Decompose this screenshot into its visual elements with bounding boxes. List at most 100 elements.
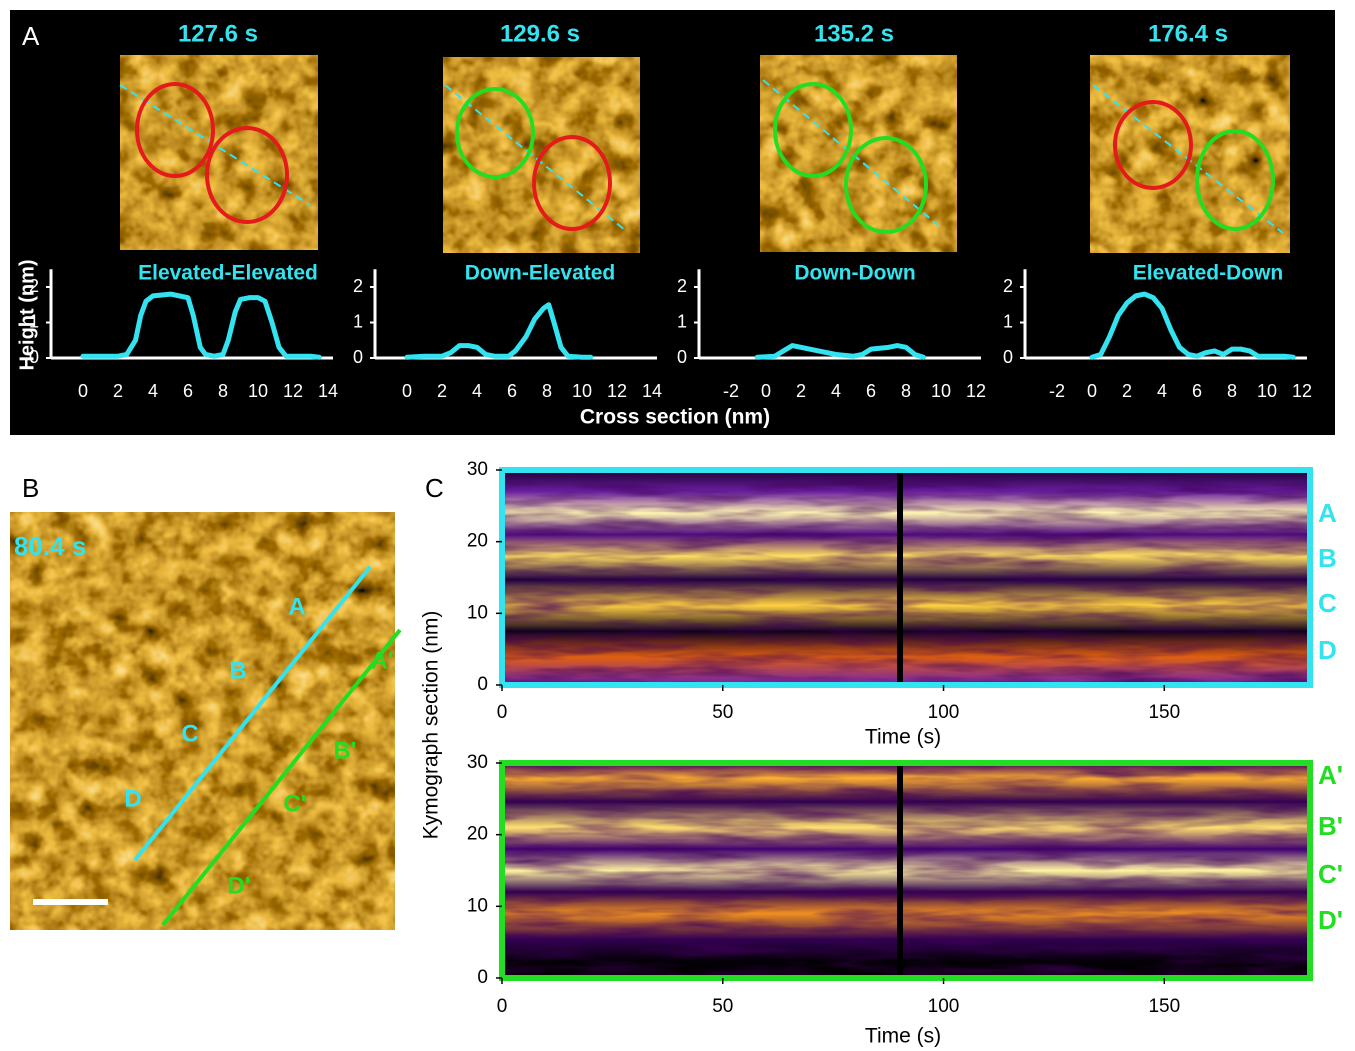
x-tick-label: 6: [866, 381, 876, 401]
frame-gap: [897, 470, 903, 685]
x-tick-label: -2: [1049, 381, 1065, 401]
line-label: B: [229, 657, 246, 684]
afm-image: [120, 55, 318, 250]
x-tick-label: 0: [402, 381, 412, 401]
y-tick-label: 2: [677, 276, 687, 296]
y-tick-label: 10: [467, 895, 488, 916]
x-tick-label: 6: [183, 381, 193, 401]
x-tick-label: 4: [1157, 381, 1167, 401]
line-label: B': [333, 737, 356, 764]
x-tick-label: 8: [542, 381, 552, 401]
x-tick-label: 10: [248, 381, 268, 401]
profile-title: Down-Down: [794, 262, 915, 285]
x-tick-label: 8: [901, 381, 911, 401]
x-tick-label: 2: [796, 381, 806, 401]
line-label: C: [181, 720, 198, 747]
x-tick-label: 12: [607, 381, 627, 401]
y-tick-label: 1: [29, 311, 39, 331]
x-tick-label: 12: [283, 381, 303, 401]
y-tick-label: 0: [353, 347, 363, 367]
x-tick-label: 6: [507, 381, 517, 401]
x-tick-label: 2: [437, 381, 447, 401]
profile-title: Down-Elevated: [465, 262, 616, 285]
row-label: C: [1318, 588, 1337, 618]
x-tick-label: 12: [966, 381, 986, 401]
x-axis-label: Time (s): [865, 1025, 941, 1048]
row-label: A: [1318, 498, 1337, 528]
y-tick-label: 2: [29, 276, 39, 296]
row-label: A': [1318, 760, 1343, 790]
x-tick-label: 0: [1087, 381, 1097, 401]
x-tick-label: 10: [1257, 381, 1277, 401]
x-tick-label: 10: [572, 381, 592, 401]
y-tick-label: 1: [1003, 311, 1013, 331]
y-tick-label: 0: [29, 347, 39, 367]
x-tick-label: 2: [1122, 381, 1132, 401]
x-tick-label: 10: [931, 381, 951, 401]
x-axis-label: Cross section (nm): [580, 406, 770, 429]
x-tick-label: 4: [831, 381, 841, 401]
profile-title: Elevated-Elevated: [138, 262, 318, 285]
page: {"panel_a": {"label": "A", "y_label": "H…: [0, 0, 1355, 1051]
figure: A Height (nm) Cross section (nm) B 80.4 …: [0, 0, 1355, 1051]
time-label: 135.2 s: [814, 20, 894, 47]
line-label: D': [227, 872, 250, 899]
x-tick-label: 100: [928, 996, 960, 1017]
panel-label: A: [22, 21, 40, 51]
panel-label: C: [425, 473, 444, 503]
y-tick-label: 1: [353, 311, 363, 331]
profile-title: Elevated-Down: [1133, 262, 1284, 285]
x-tick-label: 14: [318, 381, 338, 401]
y-tick-label: 0: [477, 967, 488, 988]
y-tick-label: 10: [467, 602, 488, 623]
x-tick-label: 2: [113, 381, 123, 401]
x-tick-label: 150: [1148, 702, 1180, 723]
time-label: 176.4 s: [1148, 20, 1228, 47]
y-tick-label: 20: [467, 824, 488, 845]
frame-gap: [897, 763, 903, 978]
y-tick-label: 2: [353, 276, 363, 296]
x-tick-label: 8: [218, 381, 228, 401]
x-tick-label: 100: [928, 702, 960, 723]
y-tick-label: 20: [467, 531, 488, 552]
x-tick-label: 6: [1192, 381, 1202, 401]
line-label: A: [288, 593, 305, 620]
row-label: B': [1318, 811, 1343, 841]
x-tick-label: 14: [642, 381, 662, 401]
x-tick-label: 4: [148, 381, 158, 401]
y-tick-label: 0: [677, 347, 687, 367]
time-label: 127.6 s: [178, 20, 258, 47]
kymograph-texture: [502, 470, 1310, 685]
x-tick-label: 50: [712, 702, 733, 723]
panel-label: B: [22, 473, 39, 503]
x-tick-label: 12: [1292, 381, 1312, 401]
time-label: 129.6 s: [500, 20, 580, 47]
row-label: D: [1318, 635, 1337, 665]
y-tick-label: 1: [677, 311, 687, 331]
x-tick-label: 150: [1148, 996, 1180, 1017]
line-label: C': [283, 790, 306, 817]
x-axis-label: Time (s): [865, 726, 941, 749]
x-tick-label: 0: [761, 381, 771, 401]
x-tick-label: 50: [712, 996, 733, 1017]
row-label: D': [1318, 905, 1343, 935]
y-axis-label: Kymograph section (nm): [420, 611, 443, 840]
x-tick-label: 0: [78, 381, 88, 401]
y-tick-label: 0: [477, 674, 488, 695]
y-tick-label: 30: [467, 459, 488, 480]
line-label: A': [370, 647, 393, 674]
y-tick-label: 2: [1003, 276, 1013, 296]
y-tick-label: 30: [467, 752, 488, 773]
y-tick-label: 0: [1003, 347, 1013, 367]
line-label: D: [124, 785, 141, 812]
x-tick-label: 0: [497, 996, 508, 1017]
afm-image: [10, 512, 395, 930]
kymograph-texture: [502, 763, 1310, 978]
row-label: B: [1318, 543, 1337, 573]
row-label: C': [1318, 859, 1343, 889]
time-label: 80.4 s: [14, 531, 86, 561]
x-tick-label: -2: [723, 381, 739, 401]
x-tick-label: 0: [497, 702, 508, 723]
x-tick-label: 4: [472, 381, 482, 401]
x-tick-label: 8: [1227, 381, 1237, 401]
